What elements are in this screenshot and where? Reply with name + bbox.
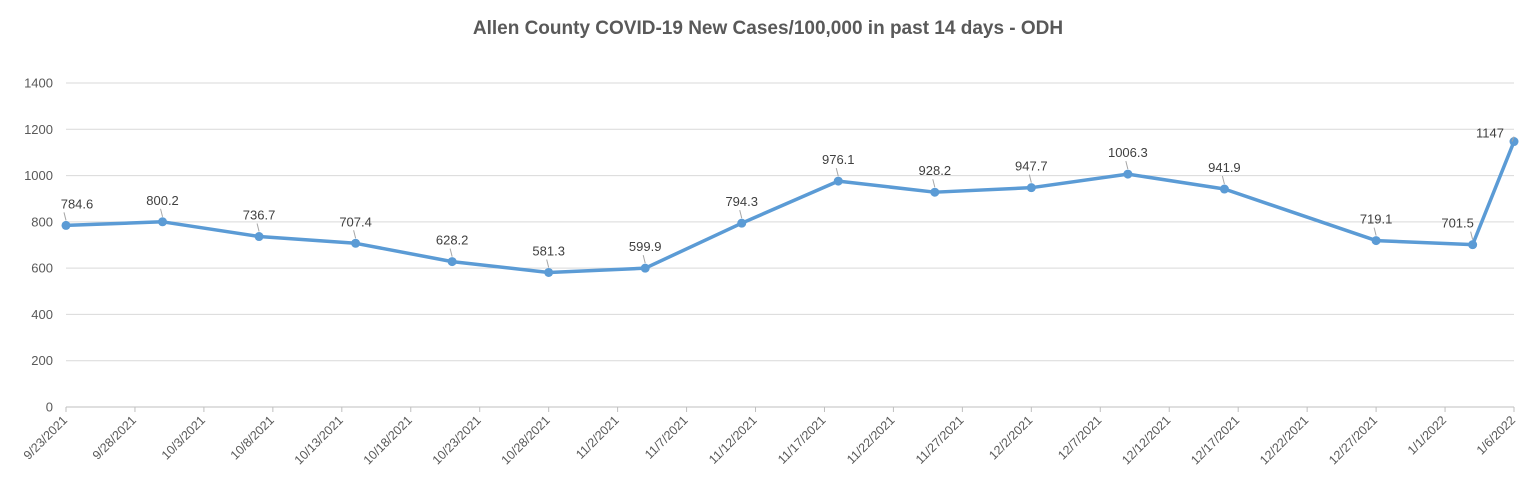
y-tick-label: 1400 xyxy=(24,76,53,91)
data-point xyxy=(1509,137,1519,147)
data-label-leader xyxy=(932,179,936,188)
data-point xyxy=(737,218,747,228)
x-tick-label: 11/12/2021 xyxy=(706,413,760,467)
data-label: 1006.3 xyxy=(1108,145,1148,160)
data-point xyxy=(833,176,843,186)
data-label-leader xyxy=(1373,227,1377,236)
data-label: 947.7 xyxy=(1015,159,1048,174)
x-tick-label: 9/23/2021 xyxy=(21,413,70,462)
x-tick-label: 10/3/2021 xyxy=(159,413,208,462)
data-label-leader xyxy=(1470,231,1474,240)
data-label-leader xyxy=(1511,136,1515,142)
data-label-leader xyxy=(1221,175,1225,185)
y-tick-label: 600 xyxy=(31,261,53,276)
data-label: 707.4 xyxy=(339,214,372,229)
data-label: 701.5 xyxy=(1441,216,1474,231)
y-tick-label: 200 xyxy=(31,353,53,368)
data-label-leader xyxy=(739,210,743,219)
series-line xyxy=(64,139,1516,275)
y-tick-label: 1000 xyxy=(24,168,53,183)
data-point xyxy=(1026,183,1036,193)
y-tick-label: 800 xyxy=(31,214,53,229)
data-label: 928.2 xyxy=(919,163,952,178)
data-label-leader xyxy=(1125,160,1129,170)
x-tick-label: 10/13/2021 xyxy=(292,413,346,467)
x-tick-label: 11/17/2021 xyxy=(775,413,829,467)
data-point xyxy=(447,257,457,267)
x-tick-label: 11/22/2021 xyxy=(844,413,898,467)
x-tick-label: 12/7/2021 xyxy=(1055,413,1104,462)
x-tick-label: 10/18/2021 xyxy=(361,413,415,467)
x-tick-label: 9/28/2021 xyxy=(90,413,139,462)
data-label: 719.1 xyxy=(1360,212,1393,227)
data-label-leader xyxy=(256,223,260,232)
data-label-leader xyxy=(642,255,646,264)
data-label: 784.6 xyxy=(61,196,94,211)
x-tick-label: 1/1/2022 xyxy=(1405,413,1449,457)
data-point xyxy=(544,267,554,277)
data-label-leader xyxy=(63,212,67,221)
data-label-leader xyxy=(1028,174,1032,183)
data-point xyxy=(1123,169,1133,179)
data-point xyxy=(61,220,71,230)
data-label: 736.7 xyxy=(243,208,276,223)
data-label: 800.2 xyxy=(146,193,179,208)
data-label: 941.9 xyxy=(1208,160,1241,175)
x-tick-label: 12/12/2021 xyxy=(1119,413,1173,467)
data-label: 628.2 xyxy=(436,233,469,248)
x-tick-label: 10/8/2021 xyxy=(228,413,277,462)
data-label: 1147 xyxy=(1476,126,1504,141)
data-point xyxy=(351,238,361,248)
data-label: 976.1 xyxy=(822,152,855,167)
x-tick-label: 11/7/2021 xyxy=(642,413,691,462)
data-label-leader xyxy=(546,259,550,268)
x-tick-label: 10/28/2021 xyxy=(499,413,553,467)
x-tick-label: 12/27/2021 xyxy=(1326,413,1380,467)
y-tick-label: 1200 xyxy=(24,122,53,137)
x-tick-label: 11/27/2021 xyxy=(913,413,967,467)
data-label-leader xyxy=(835,167,839,177)
y-tick-label: 400 xyxy=(31,307,53,322)
data-point xyxy=(254,232,264,242)
data-label: 581.3 xyxy=(532,243,565,258)
data-point xyxy=(1219,184,1229,194)
data-label-leader xyxy=(353,230,357,239)
data-label-leader xyxy=(160,208,164,217)
data-point xyxy=(1371,236,1381,246)
data-point xyxy=(640,263,650,273)
chart-title: Allen County COVID-19 New Cases/100,000 … xyxy=(472,18,1064,39)
x-tick-label: 12/17/2021 xyxy=(1188,413,1242,467)
x-tick-label: 1/6/2022 xyxy=(1474,413,1518,457)
y-tick-label: 0 xyxy=(46,400,53,415)
data-point xyxy=(1468,240,1478,250)
data-label: 599.9 xyxy=(629,239,662,254)
data-point xyxy=(930,187,940,197)
data-point xyxy=(158,217,168,227)
data-label: 794.3 xyxy=(725,194,758,209)
x-tick-label: 10/23/2021 xyxy=(430,413,484,467)
x-tick-label: 12/2/2021 xyxy=(986,413,1035,462)
x-tick-label: 12/22/2021 xyxy=(1257,413,1311,467)
x-tick-label: 11/2/2021 xyxy=(573,413,622,462)
data-label-leader xyxy=(449,248,453,257)
